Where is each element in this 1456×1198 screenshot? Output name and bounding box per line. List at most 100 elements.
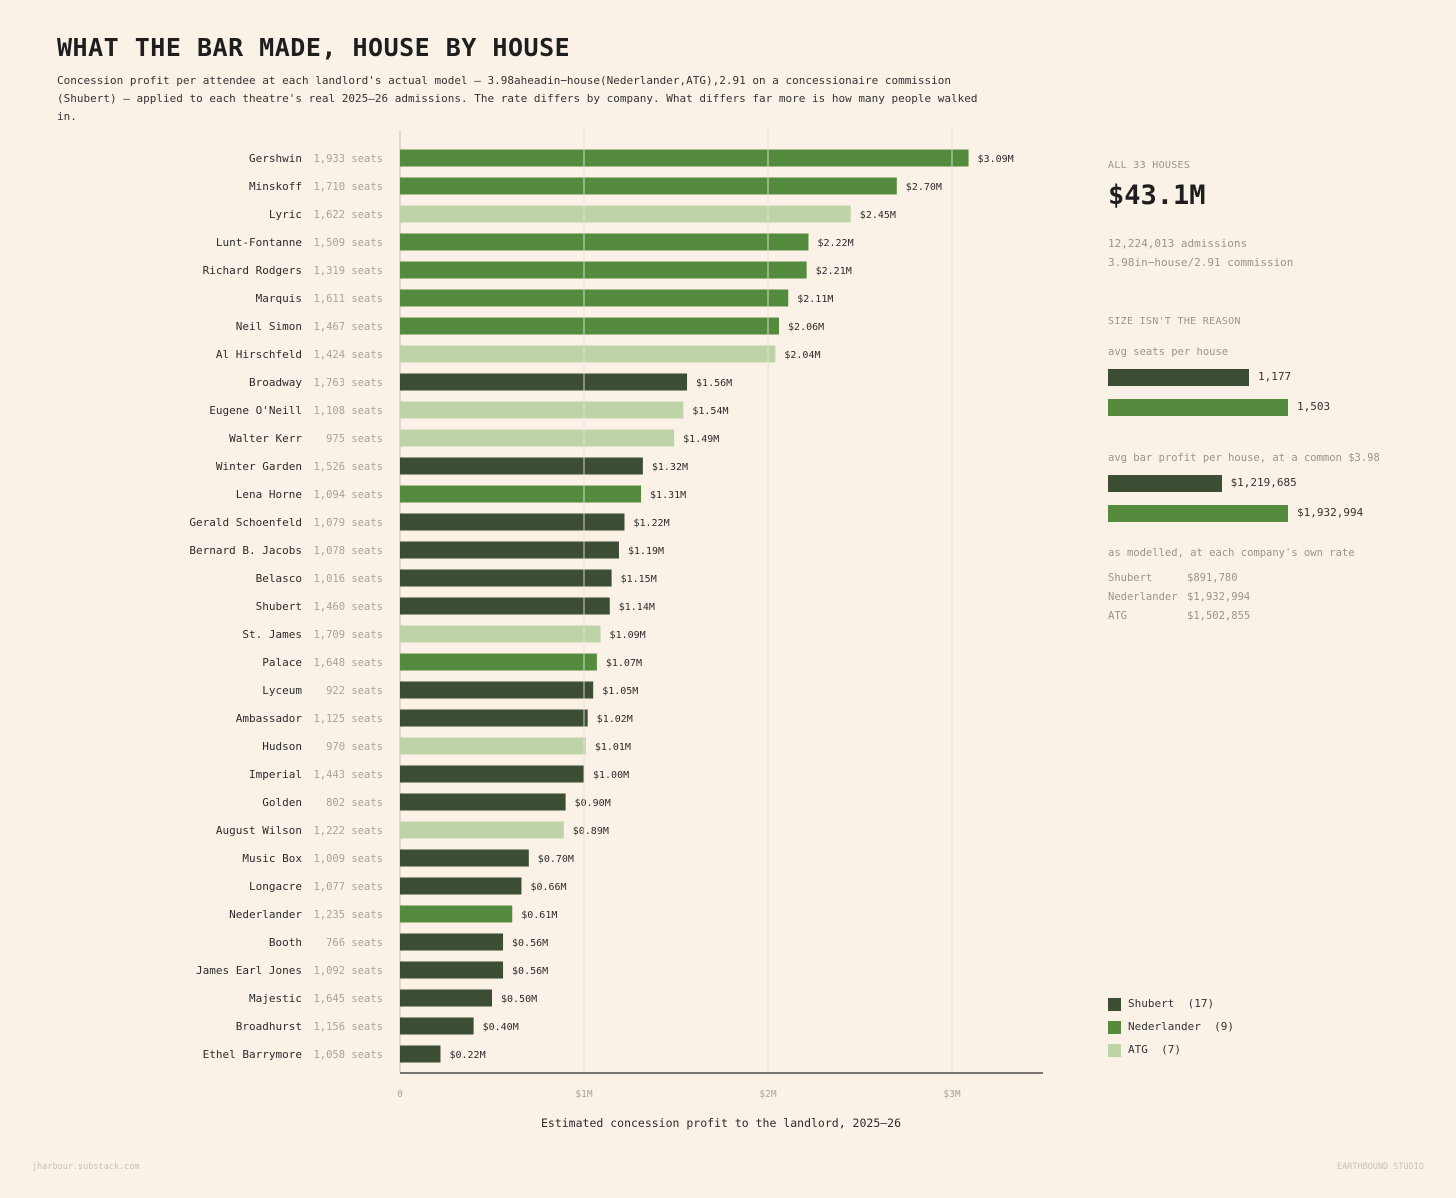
theatre-name: Imperial (249, 768, 302, 781)
bar-lyric (400, 205, 851, 223)
seat-count: 1,424 seats (313, 349, 383, 361)
bar-longacre (400, 877, 522, 895)
bar-golden (400, 793, 566, 811)
bar-belasco (400, 569, 612, 587)
legend-swatch (1108, 1044, 1121, 1057)
bar-bernard-b-jacobs (400, 541, 619, 559)
seat-count: 1,016 seats (313, 573, 383, 585)
theatre-name: Ethel Barrymore (203, 1048, 302, 1061)
footer-source: jharbour.substack.com (32, 1162, 140, 1172)
theatre-name: Gerald Schoenfeld (189, 516, 302, 529)
data-label: $3.09M (978, 154, 1014, 165)
bar-ambassador (400, 709, 588, 727)
data-label: $0.22M (449, 1050, 485, 1061)
seat-count: 1,460 seats (313, 601, 383, 613)
theatre-name: Ambassador (236, 712, 303, 725)
seat-count: 1,709 seats (313, 629, 383, 641)
bar-james-earl-jones (400, 961, 504, 979)
legend-label: ATG (7) (1128, 1043, 1181, 1056)
theatre-name: Booth (269, 936, 302, 949)
seat-count: 975 seats (326, 433, 383, 445)
seat-count: 1,443 seats (313, 769, 383, 781)
data-label: $2.06M (788, 322, 824, 333)
theatre-name: Winter Garden (216, 460, 302, 473)
theatre-name: Bernard B. Jacobs (189, 544, 302, 557)
theatre-name: St. James (242, 628, 302, 641)
seat-count: 922 seats (326, 685, 383, 697)
bar-ethel-barrymore (400, 1045, 441, 1063)
seat-count: 1,467 seats (313, 321, 383, 333)
data-label: $2.70M (906, 182, 942, 193)
seat-count: 1,125 seats (313, 713, 383, 725)
theatre-name: Music Box (242, 852, 302, 865)
theatre-name: Lena Horne (236, 488, 302, 501)
legend-label: Nederlander (9) (1128, 1020, 1234, 1033)
seat-count: 1,235 seats (313, 909, 383, 921)
theatre-name: Nederlander (229, 908, 302, 921)
theatre-name: Neil Simon (236, 320, 302, 333)
bar-winter-garden (400, 457, 643, 475)
sidebar-bar-shubert (1108, 475, 1222, 492)
modelled-company: Nederlander (1108, 591, 1178, 603)
x-axis-label: Estimated concession profit to the landl… (541, 1116, 901, 1130)
seat-count: 1,622 seats (313, 209, 383, 221)
seat-count: 1,526 seats (313, 461, 383, 473)
bar-imperial (400, 765, 584, 783)
modelled-company: Shubert (1108, 572, 1153, 584)
data-label: $1.19M (628, 546, 664, 557)
modelled-label: as modelled, at each company's own rate (1108, 547, 1355, 559)
bar-music-box (400, 849, 529, 867)
modelled-value: $891,780 (1187, 572, 1238, 584)
data-label: $1.54M (692, 406, 728, 417)
seat-count: 1,763 seats (313, 377, 383, 389)
data-label: $2.04M (784, 350, 820, 361)
bar-lunt-fontanne (400, 233, 809, 251)
bar-broadway (400, 373, 688, 391)
theatre-name: Majestic (249, 992, 302, 1005)
data-label: $0.90M (575, 798, 611, 809)
bar-richard-rodgers (400, 261, 807, 279)
modelled-row: ATG $1,502,855 (1108, 610, 1250, 622)
theatre-name: Minskoff (249, 180, 302, 193)
data-label: $1.15M (621, 574, 657, 585)
sidebar-bar-value: $1,932,994 (1297, 506, 1364, 519)
data-label: $1.56M (696, 378, 732, 389)
bar-chart: Gershwin 1,933 seats $3.09M Minskoff 1,710 s… (189, 130, 1043, 1130)
data-label: $0.40M (483, 1022, 519, 1033)
bar-palace (400, 653, 597, 671)
theatre-name: Walter Kerr (229, 432, 302, 445)
seat-count: 1,933 seats (313, 153, 383, 165)
bar-lyceum (400, 681, 594, 699)
footer-credit: EARTHBOUND STUDIO (1337, 1162, 1424, 1172)
seat-count: 766 seats (326, 937, 383, 949)
sidebar-bar-value: $1,219,685 (1230, 476, 1297, 489)
sidebar-bar-nederlander (1108, 505, 1288, 522)
modelled-value: $1,502,855 (1187, 610, 1251, 622)
theatre-name: Broadway (249, 376, 302, 389)
chart-title: WHAT THE BAR MADE, HOUSE BY HOUSE (57, 33, 571, 62)
theatre-name: Lyric (269, 208, 302, 221)
sidebar-bar-shubert (1108, 369, 1249, 386)
sidebar-bar-nederlander (1108, 399, 1288, 416)
seat-count: 1,611 seats (313, 293, 383, 305)
x-tick-label: $3M (943, 1089, 960, 1100)
bar-majestic (400, 989, 492, 1007)
legend-swatch (1108, 1021, 1121, 1034)
data-label: $1.31M (650, 490, 686, 501)
seat-count: 1,058 seats (313, 1049, 383, 1061)
data-label: $1.49M (683, 434, 719, 445)
bar-eugene-o-neill (400, 401, 684, 419)
bar-marquis (400, 289, 789, 307)
data-label: $2.11M (797, 294, 833, 305)
data-label: $2.22M (817, 238, 853, 249)
theatre-name: Belasco (256, 572, 302, 585)
bar-booth (400, 933, 504, 951)
theatre-name: Eugene O'Neill (209, 404, 302, 417)
data-label: $0.66M (530, 882, 566, 893)
data-label: $0.56M (512, 966, 548, 977)
bar-broadhurst (400, 1017, 474, 1035)
seat-count: 1,077 seats (313, 881, 383, 893)
avg-profit-label: avg bar profit per house, at a common $3… (1108, 452, 1380, 464)
seat-count: 1,078 seats (313, 545, 383, 557)
subtitle-line-1: Concession profit per attendee at each l… (57, 74, 952, 87)
